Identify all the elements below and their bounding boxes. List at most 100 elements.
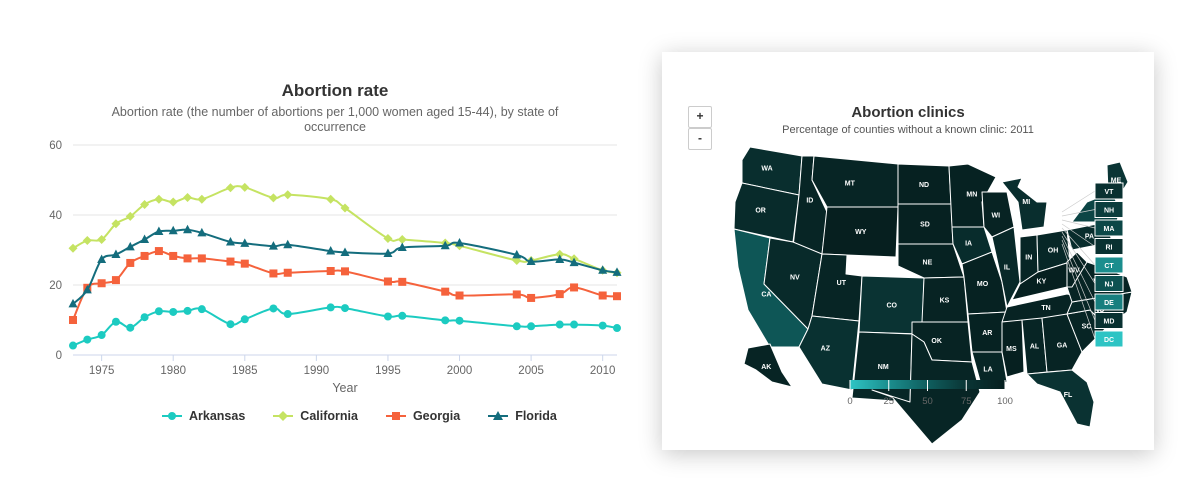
data-point-georgia	[283, 268, 292, 277]
state-box-vt	[1094, 182, 1124, 200]
map-card: + - Abortion clinics Percentage of count…	[662, 52, 1154, 450]
state-mt	[811, 155, 899, 208]
data-point-georgia	[69, 316, 77, 324]
state-box-ri	[1094, 238, 1124, 255]
data-point-arkansas	[183, 306, 192, 315]
data-point-florida	[268, 241, 278, 250]
legend-symbol-california	[273, 411, 294, 421]
state-label-ne: NE	[923, 259, 933, 266]
y-tick-label: 40	[49, 210, 62, 222]
color-legend-label: 25	[883, 396, 894, 407]
data-point-georgia	[341, 267, 349, 276]
callout-line-ri	[1061, 223, 1096, 247]
data-point-florida	[526, 256, 536, 266]
legend-label-florida: Florida	[515, 409, 557, 423]
state-label-mi: MI	[1022, 199, 1030, 206]
legend-item-arkansas[interactable]: Arkansas	[160, 409, 245, 423]
data-point-florida	[240, 238, 250, 247]
data-point-florida	[612, 267, 622, 276]
legend-label-georgia: Georgia	[412, 409, 461, 423]
state-label-sc: SC	[1082, 323, 1092, 330]
data-point-florida	[154, 226, 164, 235]
color-legend-label: 100	[997, 396, 1013, 407]
x-tick-label: 1995	[375, 365, 401, 377]
data-point-georgia	[140, 251, 149, 260]
data-point-florida	[225, 236, 235, 246]
state-label-wy: WY	[855, 229, 867, 236]
line-chart-title: Abortion rate	[281, 81, 389, 100]
data-point-california	[225, 183, 235, 193]
data-point-california	[140, 200, 150, 209]
state-label-oh: OH	[1048, 247, 1059, 254]
state-ms	[1001, 319, 1025, 378]
data-point-california	[97, 235, 107, 244]
data-point-florida	[183, 224, 193, 234]
data-point-california	[283, 190, 293, 200]
state-az	[798, 315, 860, 391]
data-point-florida	[168, 225, 178, 235]
zoom-in-button[interactable]: +	[688, 106, 712, 128]
data-point-florida	[283, 239, 293, 249]
state-box-label-ri: RI	[1106, 245, 1113, 252]
state-mi	[1001, 177, 1048, 231]
state-label-pa: PA	[1085, 234, 1094, 241]
state-label-nm: NM	[878, 364, 889, 371]
data-point-california	[268, 193, 278, 203]
data-point-california	[340, 203, 350, 213]
legend-label-arkansas: Arkansas	[189, 409, 246, 423]
data-point-arkansas	[570, 320, 579, 329]
data-point-florida	[82, 284, 92, 294]
data-point-florida	[340, 247, 350, 256]
state-box-label-de: DE	[1104, 300, 1114, 307]
data-point-arkansas	[226, 320, 235, 329]
data-point-arkansas	[269, 304, 278, 313]
legend-item-florida[interactable]: Florida	[486, 409, 557, 423]
data-point-arkansas	[197, 305, 206, 314]
data-point-california	[183, 193, 193, 202]
data-point-arkansas	[326, 303, 335, 312]
data-point-arkansas	[613, 324, 621, 333]
data-point-florida	[197, 227, 207, 237]
x-tick-label: 1980	[160, 365, 186, 377]
data-point-california	[197, 194, 207, 204]
state-label-mo: MO	[977, 281, 989, 288]
data-point-georgia	[398, 277, 407, 286]
state-label-tn: TN	[1041, 305, 1050, 312]
state-box-md	[1094, 312, 1124, 329]
data-point-georgia	[455, 291, 464, 300]
data-point-georgia	[326, 267, 335, 275]
legend-item-california[interactable]: California	[271, 409, 358, 423]
state-label-al: AL	[1030, 344, 1040, 351]
x-tick-label: 1975	[89, 365, 115, 377]
data-point-georgia	[512, 290, 521, 299]
data-point-arkansas	[398, 311, 407, 320]
callout-line-ma	[1061, 219, 1096, 229]
state-wv	[1066, 251, 1088, 288]
state-box-ma	[1094, 219, 1124, 237]
data-point-florida	[397, 242, 407, 252]
color-legend-label: 75	[961, 396, 972, 407]
state-label-ky: KY	[1037, 279, 1047, 286]
data-point-georgia	[183, 254, 192, 263]
line-chart-legend: Arkansas California Georgia Florida	[160, 409, 557, 423]
state-label-wv: WV	[1068, 268, 1080, 275]
data-point-georgia	[570, 283, 579, 292]
state-box-label-md: MD	[1104, 319, 1115, 326]
zoom-out-button[interactable]: -	[688, 128, 712, 150]
data-point-california	[125, 211, 135, 221]
state-label-ok: OK	[931, 338, 942, 345]
state-box-label-nh: NH	[1104, 208, 1114, 215]
state-label-sd: SD	[920, 222, 930, 229]
state-box-nh	[1094, 201, 1124, 218]
data-point-florida	[97, 254, 107, 263]
data-point-california	[168, 197, 178, 207]
data-point-florida	[140, 234, 150, 243]
data-point-arkansas	[341, 304, 349, 313]
legend-item-georgia[interactable]: Georgia	[384, 409, 460, 423]
data-point-florida	[598, 265, 608, 274]
data-point-california	[326, 194, 336, 204]
data-point-california	[240, 182, 250, 192]
data-point-georgia	[97, 279, 106, 288]
state-box-label-vt: VT	[1105, 189, 1115, 196]
data-point-florida	[125, 241, 135, 251]
